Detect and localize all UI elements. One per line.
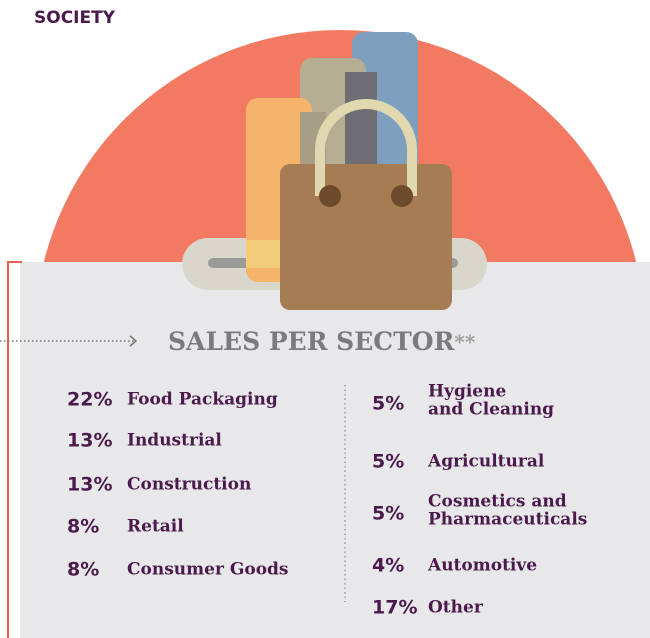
title-note: ** (454, 330, 475, 354)
sector-label: Food Packaging (127, 390, 278, 410)
sector-label: Automotive (427, 556, 537, 576)
sector-label: Retail (127, 517, 184, 537)
percent: 5% (372, 451, 404, 473)
sector-label: Cosmetics and (428, 492, 567, 512)
section-label: SOCIETY (34, 8, 116, 28)
sector-label: Agricultural (427, 452, 545, 472)
sector-label: and Cleaning (428, 400, 554, 420)
sector-label: Pharmaceuticals (428, 510, 587, 530)
arrow-head (129, 335, 138, 347)
percent: 5% (372, 503, 404, 525)
percent: 8% (67, 516, 99, 538)
side-line (7, 261, 22, 638)
percent: 17% (372, 597, 417, 619)
percent: 4% (372, 555, 404, 577)
sector-label: Construction (127, 475, 251, 495)
title: SALES PER SECTOR** (168, 327, 476, 356)
sector-label: Other (428, 598, 484, 618)
title-text: SALES PER SECTOR (168, 327, 455, 356)
percent: 22% (67, 389, 112, 411)
percent: 5% (372, 393, 404, 415)
sector-label: Hygiene (428, 382, 506, 402)
percent: 13% (67, 430, 112, 452)
percent: 8% (67, 559, 99, 581)
panel (20, 262, 650, 638)
sector-label: Industrial (127, 431, 222, 451)
sector-label: Consumer Goods (127, 560, 289, 580)
shopping-icon (182, 32, 487, 310)
percent: 13% (67, 474, 112, 496)
